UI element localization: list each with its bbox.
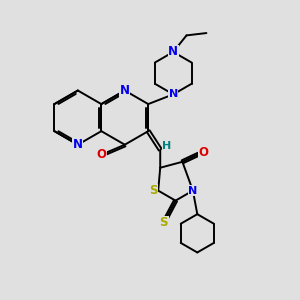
Text: O: O (96, 148, 106, 161)
Text: N: N (188, 186, 197, 196)
Text: N: N (168, 45, 178, 58)
Text: H: H (162, 141, 171, 151)
Text: O: O (198, 146, 208, 158)
Text: S: S (160, 216, 168, 229)
Text: S: S (149, 184, 157, 197)
Text: N: N (73, 138, 83, 151)
Text: N: N (120, 84, 130, 97)
Text: N: N (169, 89, 178, 99)
